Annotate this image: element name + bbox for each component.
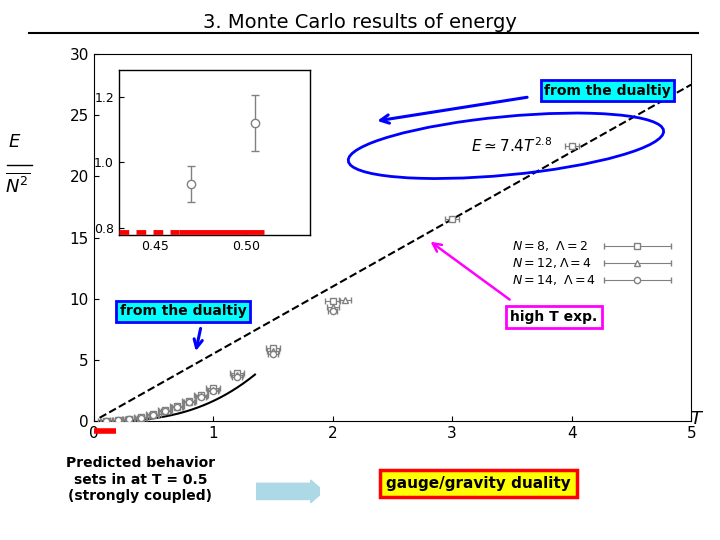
Text: $N=8,\ \Lambda=2$: $N=8,\ \Lambda=2$ <box>512 239 588 253</box>
Text: gauge/gravity duality: gauge/gravity duality <box>387 476 571 491</box>
Text: $E\simeq 7.4T^{2.8}$: $E\simeq 7.4T^{2.8}$ <box>472 137 552 155</box>
Text: $E$: $E$ <box>8 133 21 151</box>
FancyArrow shape <box>256 480 324 503</box>
Text: 3. Monte Carlo results of energy: 3. Monte Carlo results of energy <box>203 14 517 32</box>
Text: from the dualtiy: from the dualtiy <box>544 84 671 98</box>
Text: $\overline{N^2}$: $\overline{N^2}$ <box>5 173 31 197</box>
Text: $N=12,\Lambda=4$: $N=12,\Lambda=4$ <box>512 256 592 271</box>
Text: $N=14,\ \Lambda=4$: $N=14,\ \Lambda=4$ <box>512 273 596 287</box>
Text: $T$: $T$ <box>690 409 704 428</box>
Text: Predicted behavior
sets in at T = 0.5
(strongly coupled): Predicted behavior sets in at T = 0.5 (s… <box>66 456 215 503</box>
Text: from the dualtiy: from the dualtiy <box>120 304 247 318</box>
Text: high T exp.: high T exp. <box>510 310 598 324</box>
